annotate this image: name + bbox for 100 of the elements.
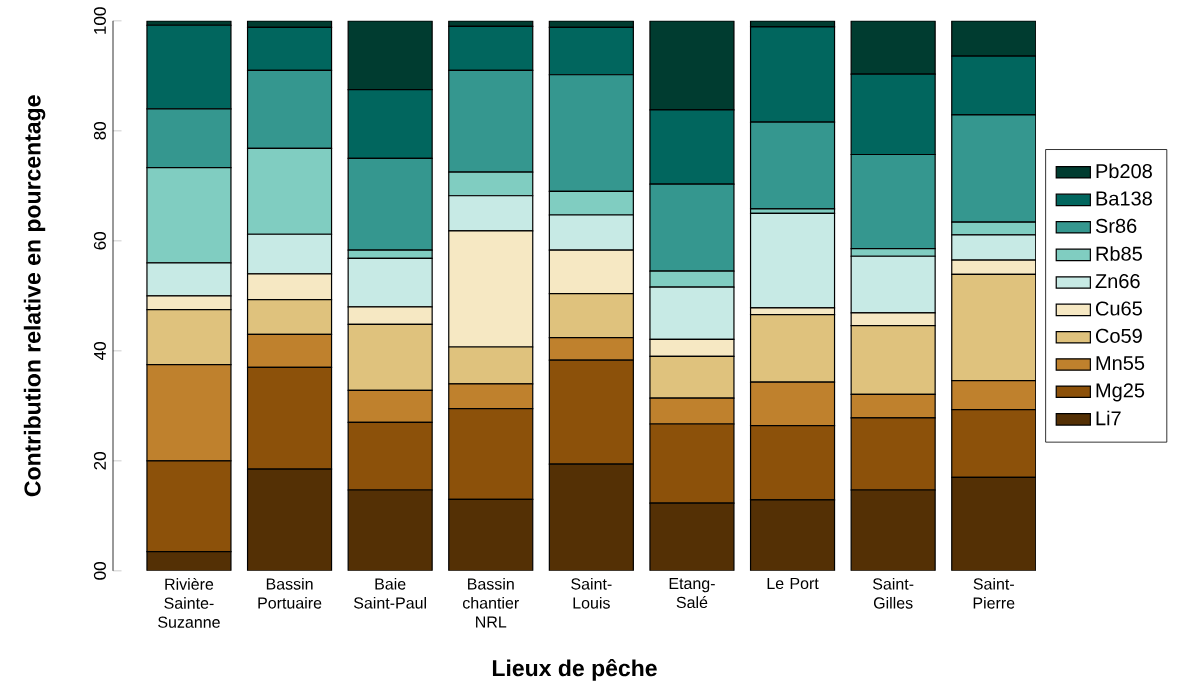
x-tick-label: Le Port (767, 577, 819, 590)
bar (146, 167, 232, 264)
bar (851, 490, 936, 571)
bar (347, 323, 433, 392)
bar (246, 26, 333, 72)
bar (951, 20, 1036, 57)
bar (146, 295, 232, 311)
bar (448, 230, 534, 348)
bar (347, 89, 433, 160)
legend-label: Mn55 (1096, 356, 1145, 371)
bar (649, 338, 735, 358)
legend-label: Rb85 (1096, 246, 1142, 261)
bar (146, 460, 232, 553)
y-tick-label: 40 (93, 342, 106, 360)
bar (951, 476, 1036, 571)
bar (951, 409, 1036, 479)
bar (347, 257, 433, 308)
x-tick-label: Saint-Pierre (973, 577, 1015, 609)
bar (448, 195, 534, 232)
bar (246, 69, 333, 150)
bar (247, 469, 332, 571)
x-tick-label: Rivière Sainte-Suzanne (158, 577, 220, 628)
bar (749, 121, 836, 210)
y-tick-label: 00 (93, 562, 106, 580)
legend-label: Cu65 (1095, 301, 1142, 316)
bar (347, 20, 433, 91)
bar (749, 381, 836, 427)
bar (348, 490, 433, 571)
bar (246, 147, 333, 235)
legend-label: Co59 (1095, 328, 1142, 343)
legend-label: Zn66 (1095, 274, 1140, 289)
bar (649, 397, 735, 425)
legend-label: Ba138 (1096, 191, 1152, 206)
bar (347, 157, 433, 251)
bar (146, 309, 232, 366)
y-tick-label: 100 (93, 7, 106, 34)
bar (448, 499, 533, 571)
bar (347, 306, 433, 326)
x-tick-label: Baie Saint-Paul (353, 577, 426, 609)
bar (347, 389, 433, 424)
bar (649, 183, 735, 272)
bar (850, 255, 936, 314)
bar (448, 25, 534, 72)
legend-label: Mg25 (1096, 383, 1145, 402)
bar (347, 421, 433, 491)
bar (850, 20, 936, 75)
bar (448, 69, 534, 173)
bar (649, 355, 735, 399)
bar (548, 26, 634, 76)
x-tick-label: Bassin Portuaire (258, 577, 322, 609)
bar (548, 249, 634, 295)
x-tick-label: Etang-Salé (669, 577, 715, 609)
y-tick-label: 80 (93, 122, 106, 140)
bar (548, 214, 634, 251)
legend-label: Li7 (1096, 410, 1121, 426)
bar (146, 262, 232, 297)
x-tick-label: Saint-Gilles (872, 577, 914, 609)
bar (850, 153, 936, 250)
bar (548, 359, 634, 465)
bar (146, 364, 232, 462)
bar (649, 503, 734, 571)
bar (246, 273, 333, 301)
bar (549, 464, 634, 571)
bar (749, 314, 836, 383)
bar (850, 73, 936, 156)
x-axis-title: Lieux de pêche (492, 658, 657, 681)
bar (850, 393, 936, 419)
bar (749, 212, 836, 309)
y-tick-label: 20 (93, 452, 106, 470)
y-axis-title: Contribution relative en pourcentage (23, 95, 46, 497)
bar (548, 74, 634, 193)
bar (448, 171, 534, 197)
bar (246, 366, 333, 470)
bar (246, 299, 333, 336)
bar (951, 380, 1036, 411)
bar (951, 259, 1036, 276)
y-tick-label: 60 (93, 232, 106, 250)
bar (448, 20, 534, 28)
bar (548, 293, 634, 339)
bar (448, 408, 534, 501)
bar (146, 108, 232, 169)
bar (951, 273, 1036, 382)
bar (548, 190, 634, 216)
bar (246, 233, 333, 275)
bar (548, 337, 634, 361)
bar (649, 109, 735, 185)
bar (750, 499, 835, 571)
bar (951, 114, 1036, 223)
bar (649, 20, 735, 111)
legend-label: Pb208 (1096, 163, 1152, 179)
bar (951, 234, 1036, 261)
bar (649, 286, 735, 340)
bar (448, 383, 534, 410)
bar (850, 248, 936, 257)
x-tick-label: Saint-Louis (571, 577, 612, 609)
legend-label: Sr86 (1095, 218, 1137, 234)
bar (850, 325, 936, 395)
bar (146, 24, 232, 110)
bar (951, 55, 1036, 116)
bar (649, 423, 735, 504)
